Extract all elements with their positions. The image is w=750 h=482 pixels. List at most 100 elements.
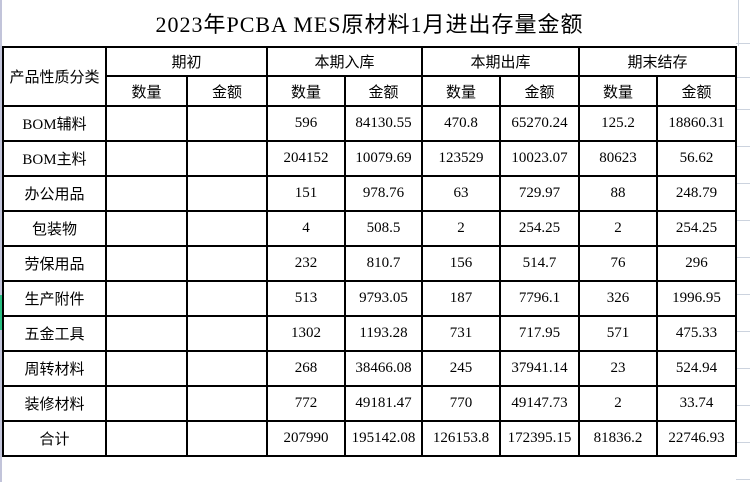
cell[interactable] — [105, 385, 188, 422]
cell[interactable] — [185, 140, 269, 177]
subheader-amount[interactable]: 金额 — [499, 75, 581, 107]
cell[interactable] — [105, 420, 188, 457]
subheader-amount[interactable]: 金额 — [656, 75, 738, 107]
cell[interactable]: 268 — [266, 350, 347, 387]
cell[interactable]: 9793.05 — [344, 280, 424, 317]
cell[interactable]: 187 — [421, 280, 502, 317]
cell[interactable]: 1193.28 — [344, 315, 424, 352]
cell[interactable]: 38466.08 — [344, 350, 424, 387]
cell[interactable]: 65270.24 — [499, 105, 581, 142]
cell[interactable]: 84130.55 — [344, 105, 424, 142]
subheader-qty[interactable]: 数量 — [421, 75, 502, 107]
row-label[interactable]: 装修材料 — [2, 385, 107, 422]
cell[interactable]: 514.7 — [499, 245, 581, 282]
cell[interactable]: 596 — [266, 105, 347, 142]
cell[interactable]: 18860.31 — [656, 105, 738, 142]
cell[interactable]: 23 — [578, 350, 659, 387]
row-label[interactable]: BOM主料 — [2, 140, 107, 177]
cell[interactable]: 88 — [578, 175, 659, 212]
cell[interactable]: 10023.07 — [499, 140, 581, 177]
cell[interactable]: 326 — [578, 280, 659, 317]
cell[interactable]: 571 — [578, 315, 659, 352]
cell[interactable]: 7796.1 — [499, 280, 581, 317]
group-header-ending[interactable]: 期末结存 — [578, 46, 738, 77]
cell[interactable] — [185, 175, 269, 212]
cell[interactable] — [185, 420, 269, 457]
cell[interactable]: 125.2 — [578, 105, 659, 142]
cell[interactable] — [105, 245, 188, 282]
cell[interactable]: 172395.15 — [499, 420, 581, 457]
cell[interactable]: 232 — [266, 245, 347, 282]
cell[interactable] — [105, 315, 188, 352]
subheader-qty[interactable]: 数量 — [578, 75, 659, 107]
cell[interactable]: 10079.69 — [344, 140, 424, 177]
cell[interactable]: 810.7 — [344, 245, 424, 282]
cell[interactable]: 717.95 — [499, 315, 581, 352]
cell[interactable]: 1996.95 — [656, 280, 738, 317]
cell[interactable]: 729.97 — [499, 175, 581, 212]
cell[interactable]: 195142.08 — [344, 420, 424, 457]
cell[interactable]: 1302 — [266, 315, 347, 352]
cell[interactable]: 475.33 — [656, 315, 738, 352]
cell[interactable]: 4 — [266, 210, 347, 247]
row-label[interactable]: BOM辅料 — [2, 105, 107, 142]
cell[interactable]: 76 — [578, 245, 659, 282]
group-header-outbound[interactable]: 本期出库 — [421, 46, 581, 77]
cell[interactable]: 123529 — [421, 140, 502, 177]
row-header-cell[interactable]: 产品性质分类 — [2, 46, 107, 107]
cell[interactable]: 254.25 — [499, 210, 581, 247]
cell[interactable]: 156 — [421, 245, 502, 282]
cell[interactable] — [105, 280, 188, 317]
cell[interactable]: 524.94 — [656, 350, 738, 387]
cell[interactable]: 49147.73 — [499, 385, 581, 422]
row-label[interactable]: 包装物 — [2, 210, 107, 247]
cell[interactable] — [105, 175, 188, 212]
cell[interactable]: 245 — [421, 350, 502, 387]
cell[interactable] — [185, 315, 269, 352]
row-label[interactable]: 劳保用品 — [2, 245, 107, 282]
cell[interactable]: 63 — [421, 175, 502, 212]
cell[interactable]: 254.25 — [656, 210, 738, 247]
cell[interactable]: 207990 — [266, 420, 347, 457]
cell[interactable]: 248.79 — [656, 175, 738, 212]
subheader-amount[interactable]: 金额 — [344, 75, 424, 107]
cell[interactable]: 731 — [421, 315, 502, 352]
cell[interactable]: 33.74 — [656, 385, 738, 422]
cell[interactable]: 2 — [578, 210, 659, 247]
group-header-inbound[interactable]: 本期入库 — [266, 46, 424, 77]
row-label[interactable]: 办公用品 — [2, 175, 107, 212]
row-label[interactable]: 合计 — [2, 420, 107, 457]
cell[interactable] — [185, 245, 269, 282]
row-label[interactable]: 生产附件 — [2, 280, 107, 317]
subheader-qty[interactable]: 数量 — [266, 75, 347, 107]
row-label[interactable]: 周转材料 — [2, 350, 107, 387]
cell[interactable]: 2 — [421, 210, 502, 247]
cell[interactable] — [105, 210, 188, 247]
cell[interactable] — [105, 105, 188, 142]
cell[interactable] — [185, 210, 269, 247]
group-header-beginning[interactable]: 期初 — [104, 46, 269, 77]
cell[interactable]: 770 — [421, 385, 502, 422]
cell[interactable] — [185, 105, 269, 142]
subheader-amount[interactable]: 金额 — [185, 75, 269, 107]
cell[interactable]: 978.76 — [344, 175, 424, 212]
cell[interactable]: 204152 — [266, 140, 347, 177]
table-title[interactable]: 2023年PCBA MES原材料1月进出存量金额 — [155, 12, 584, 37]
cell[interactable]: 80623 — [578, 140, 659, 177]
cell[interactable]: 22746.93 — [656, 420, 738, 457]
cell[interactable]: 296 — [656, 245, 738, 282]
cell[interactable]: 37941.14 — [499, 350, 581, 387]
cell[interactable]: 56.62 — [656, 140, 738, 177]
cell[interactable]: 513 — [266, 280, 347, 317]
cell[interactable]: 81836.2 — [578, 420, 659, 457]
cell[interactable] — [105, 350, 188, 387]
cell[interactable] — [185, 350, 269, 387]
row-label[interactable]: 五金工具 — [2, 315, 107, 352]
cell[interactable]: 508.5 — [344, 210, 424, 247]
cell[interactable]: 772 — [266, 385, 347, 422]
cell[interactable] — [185, 385, 269, 422]
cell[interactable]: 126153.8 — [421, 420, 502, 457]
cell[interactable] — [105, 140, 188, 177]
cell[interactable]: 151 — [266, 175, 347, 212]
cell[interactable]: 470.8 — [421, 105, 502, 142]
